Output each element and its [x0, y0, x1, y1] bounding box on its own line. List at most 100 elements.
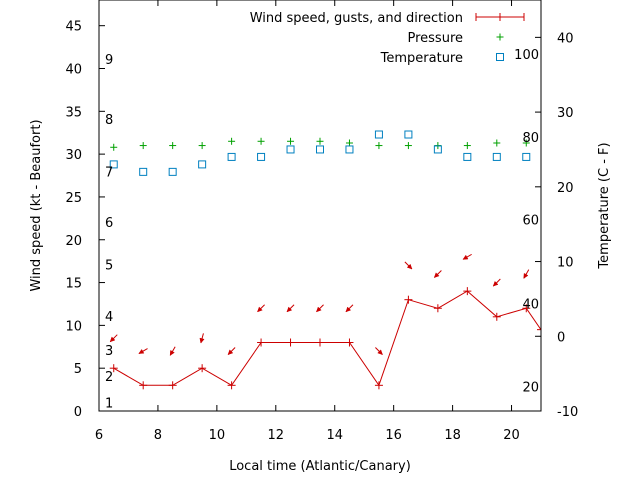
beaufort-label: 5 [105, 259, 113, 274]
y-tick-label: 20 [65, 234, 82, 249]
arrow-head [199, 337, 205, 344]
pressure-point [522, 139, 530, 147]
wind-direction-arrow [462, 253, 472, 260]
temperature-point [374, 130, 383, 139]
y-tick-label: 25 [65, 191, 82, 206]
arrow-head [286, 306, 293, 313]
arrow-head [109, 336, 116, 343]
pressure-point [287, 137, 295, 145]
y-tick-label: 15 [65, 277, 82, 292]
y-tick-label: 40 [65, 63, 82, 78]
arrow-head [345, 306, 352, 313]
arrow-head [433, 272, 440, 278]
y2-tick-label: 40 [557, 31, 574, 46]
y2-tick-label: -10 [557, 405, 578, 420]
beaufort-label: 9 [105, 53, 113, 68]
arrow-head [227, 349, 234, 356]
wind-direction-arrow [169, 346, 176, 356]
pressure-point [404, 142, 412, 150]
beaufort-label: 6 [105, 216, 113, 231]
arrow-head [169, 349, 175, 356]
wind-line [113, 290, 541, 387]
plot-clipped [109, 130, 541, 390]
wind-point [522, 304, 531, 313]
wind-point [139, 381, 148, 390]
fahrenheit-label: 100 [514, 48, 539, 63]
legend-swatch-temperature [496, 53, 504, 61]
pressure-point [198, 142, 206, 150]
pressure-point [228, 137, 236, 145]
pressure-point [493, 139, 501, 147]
temperature-point [286, 145, 295, 154]
x-tick-label: 10 [209, 428, 226, 443]
wind-direction-arrow [375, 347, 383, 356]
x-tick-label: 8 [154, 428, 162, 443]
temperature-point [316, 145, 324, 154]
wind-direction-arrow [316, 304, 324, 313]
temperature-point [198, 160, 207, 169]
wind-point [227, 381, 236, 390]
beaufort-label: 2 [105, 370, 113, 385]
legend-label-wind: Wind speed, gusts, and direction [250, 11, 463, 26]
x-tick-label: 12 [268, 428, 285, 443]
arrow-head [492, 280, 499, 287]
y2-tick-label: 30 [557, 106, 574, 121]
arrow-head [257, 306, 263, 313]
wind-point [345, 338, 354, 347]
pressure-point [375, 142, 383, 150]
x-tick-label: 20 [503, 428, 520, 443]
x-tick-label: 6 [95, 428, 103, 443]
wind-direction-arrow [109, 334, 118, 343]
x-tick-label: 14 [326, 428, 343, 443]
arrow-head [316, 306, 322, 313]
temperature-point [345, 145, 354, 154]
wind-point [404, 295, 413, 304]
x-axis-title: Local time (Atlantic/Canary) [229, 459, 411, 474]
beaufort-label: 7 [105, 165, 113, 180]
temperature-point [463, 152, 472, 161]
beaufort-label: 1 [105, 396, 113, 411]
plot-frame [98, 0, 542, 412]
wind-point [537, 325, 541, 334]
wind-point [492, 312, 501, 321]
wind-direction-arrow [138, 348, 148, 354]
y2-tick-label: 0 [557, 330, 565, 345]
pressure-point [110, 143, 118, 151]
temperature-point [492, 152, 501, 161]
wind-direction-arrow [227, 347, 236, 356]
wind-point [316, 338, 324, 347]
fahrenheit-label: 80 [522, 131, 539, 146]
y-tick-label: 0 [74, 405, 82, 420]
y-tick-label: 30 [65, 148, 82, 163]
arrow-head [523, 272, 529, 279]
temperature-point [404, 130, 413, 139]
wind-point [198, 364, 207, 373]
y-tick-label: 45 [65, 20, 82, 35]
wind-point [168, 381, 177, 390]
fahrenheit-label: 60 [522, 214, 539, 229]
plot-layer [109, 130, 541, 390]
y2-axis-title: Temperature (C - F) [597, 142, 612, 269]
temperature-point [522, 152, 531, 161]
y2-tick-label: 20 [557, 181, 574, 196]
y-tick-label: 10 [65, 319, 82, 334]
beaufort-label: 4 [105, 310, 113, 325]
wind-point [433, 304, 442, 313]
wind-direction-arrow [199, 333, 205, 344]
wind-direction-arrow [404, 261, 413, 270]
x-tick-label: 16 [385, 428, 402, 443]
wind-direction-arrow [523, 269, 530, 279]
wind-point [463, 287, 472, 296]
wind-direction-arrow [492, 278, 501, 287]
y-tick-label: 35 [65, 105, 82, 120]
beaufort-label: 8 [105, 113, 113, 128]
pressure-point [139, 142, 147, 150]
y-axis-title: Wind speed (kt - Beaufort) [29, 119, 44, 291]
legend-label-pressure: Pressure [407, 31, 463, 46]
temperature-point [433, 145, 442, 154]
arrow-head [377, 349, 383, 356]
pressure-point [345, 139, 353, 147]
fahrenheit-label: 40 [522, 297, 539, 312]
